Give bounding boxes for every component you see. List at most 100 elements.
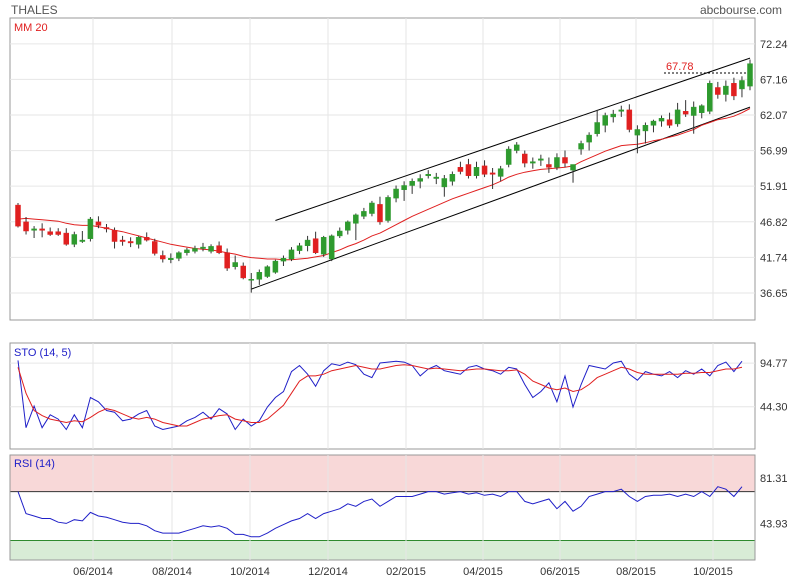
candle-up — [473, 167, 480, 176]
candle-up — [345, 221, 351, 231]
candle-down — [682, 111, 689, 115]
candle-up — [409, 181, 415, 186]
symbol-label: THALES — [11, 3, 58, 17]
last-price-label: 67.78 — [666, 61, 694, 73]
x-tick: 10/2015 — [693, 566, 733, 578]
y-tick-labels: 72.24 67.16 62.07 56.99 51.91 46.82 41.74 36.65… — [760, 39, 788, 531]
price-y-tick: 67.16 — [760, 74, 788, 86]
x-tick: 04/2015 — [463, 566, 503, 578]
sto-d-series — [17, 364, 743, 427]
candle-up — [417, 178, 423, 182]
candle-up — [304, 239, 311, 246]
candle-up — [320, 237, 327, 255]
candle-down — [626, 109, 633, 130]
candle-up — [602, 115, 608, 126]
candle-up — [497, 168, 504, 177]
source-label: abcbourse.com — [700, 3, 782, 17]
candle-up — [433, 176, 440, 179]
candle-down — [95, 221, 102, 226]
x-tick: 12/2014 — [308, 566, 348, 578]
candle-up — [280, 258, 287, 262]
candle-up — [87, 218, 94, 239]
mm20-series — [17, 108, 751, 261]
x-tick: 02/2015 — [386, 566, 426, 578]
candle-up — [361, 211, 367, 217]
sto-panel-frame — [9, 342, 756, 450]
candle-up — [578, 143, 584, 150]
candle-up — [747, 63, 753, 87]
candle-up — [337, 230, 343, 237]
candle-down — [666, 119, 673, 126]
candle-up — [642, 125, 649, 132]
x-tick: 08/2015 — [616, 566, 656, 578]
candle-down — [481, 165, 488, 175]
candle-up — [618, 109, 625, 112]
x-tick: 10/2014 — [230, 566, 270, 578]
candle-down — [224, 252, 230, 269]
candles — [15, 59, 753, 293]
candle-down — [23, 221, 29, 232]
candle-up — [184, 249, 190, 253]
candle-up — [505, 148, 512, 165]
sto-k-series — [17, 360, 743, 431]
candle-up — [707, 83, 713, 112]
candle-up — [135, 237, 142, 245]
candle-up — [79, 239, 86, 242]
candle-up — [385, 197, 391, 221]
rsi-overbought-band — [10, 455, 755, 492]
candle-up — [369, 202, 375, 214]
candle-down — [240, 265, 246, 279]
candle-down — [119, 239, 126, 242]
candle-down — [562, 157, 568, 164]
price-y-tick: 51.91 — [760, 181, 788, 193]
candle-up — [272, 260, 279, 273]
candle-down — [465, 164, 472, 176]
candle-up — [538, 158, 544, 161]
candle-up — [723, 85, 729, 95]
rsi-label: RSI (14) — [14, 458, 55, 470]
candle-down — [160, 255, 166, 260]
candle-up — [393, 188, 399, 199]
candle-down — [63, 232, 70, 245]
candle-up — [634, 129, 641, 136]
mm-label: MM 20 — [14, 22, 48, 34]
candle-up — [71, 234, 78, 245]
x-tick: 06/2015 — [540, 566, 580, 578]
x-tick: 06/2014 — [73, 566, 113, 578]
candle-up — [192, 248, 198, 252]
candle-down — [377, 204, 383, 223]
candle-up — [674, 109, 681, 125]
candle-up — [264, 266, 271, 277]
candle-up — [232, 262, 238, 267]
sto-y-tick: 94.77 — [760, 358, 788, 370]
candle-down — [55, 231, 61, 235]
candle-up — [739, 80, 745, 90]
rsi-y-tick: 43.93 — [760, 518, 788, 530]
candle-down — [715, 87, 721, 95]
candle-down — [15, 204, 21, 227]
sto-y-tick: 44.30 — [760, 402, 788, 414]
candle-up — [328, 235, 335, 260]
candle-down — [143, 237, 150, 241]
candle-up — [200, 246, 206, 249]
price-panel-frame — [9, 17, 756, 321]
candle-down — [216, 245, 222, 253]
candle-up — [594, 122, 600, 134]
candle-up — [530, 161, 536, 164]
candle-up — [248, 279, 255, 281]
rsi-panel-frame — [9, 454, 756, 561]
candle-up — [698, 105, 705, 113]
candle-down — [151, 241, 158, 254]
candle-up — [288, 249, 295, 260]
candle-up — [570, 164, 576, 171]
candle-down — [731, 83, 737, 97]
candle-down — [489, 172, 496, 175]
candle-up — [176, 252, 182, 259]
price-y-tick: 36.65 — [760, 288, 788, 300]
candle-down — [39, 228, 45, 231]
candle-up — [401, 185, 407, 190]
candle-up — [425, 174, 431, 176]
candle-up — [586, 134, 592, 143]
candle-down — [103, 227, 110, 230]
rsi-series — [17, 486, 743, 538]
